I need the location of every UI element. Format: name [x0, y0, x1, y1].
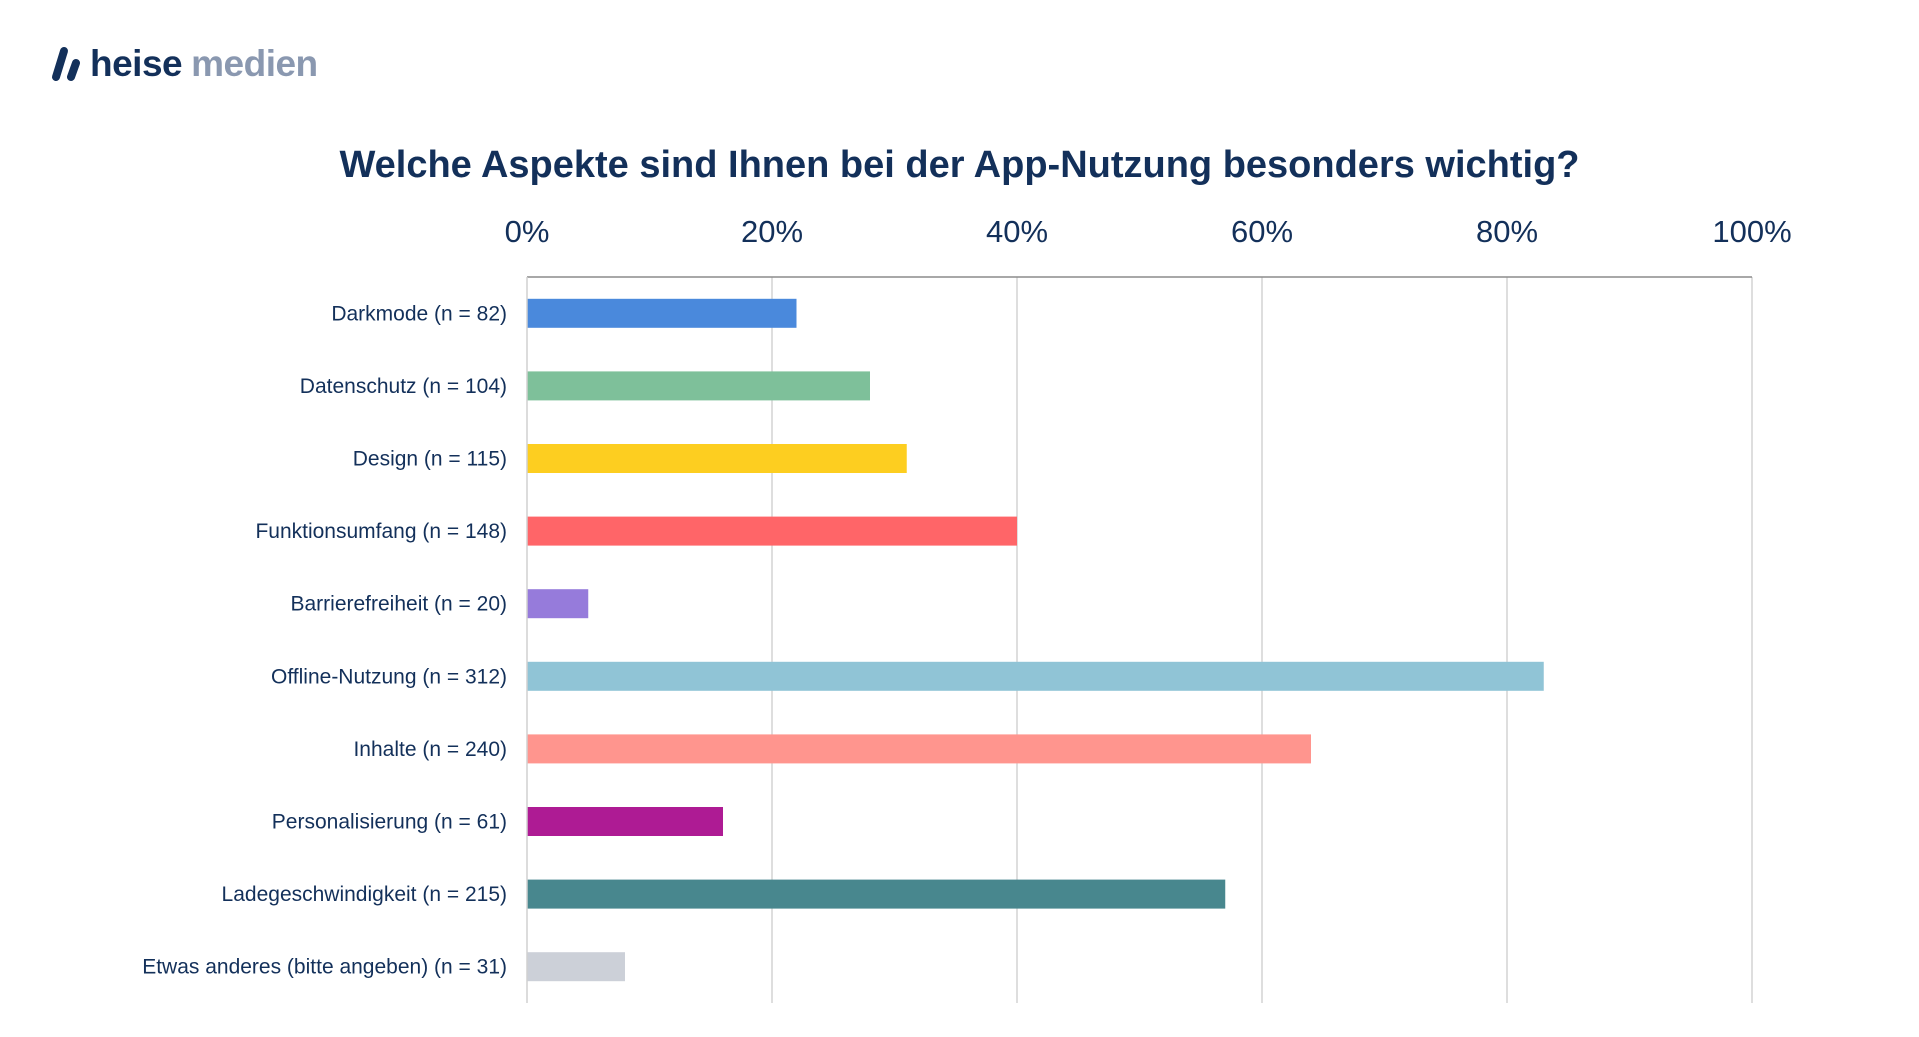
x-tick-label: 80%: [1476, 214, 1538, 249]
x-tick-label: 20%: [741, 214, 803, 249]
category-label: Barrierefreiheit (n = 20): [290, 593, 507, 616]
bar: [527, 879, 1226, 909]
bar: [527, 444, 907, 473]
bar: [527, 298, 797, 328]
heise-medien-logo: heise medien: [50, 43, 318, 84]
category-label: Etwas anderes (bitte angeben) (n = 31): [142, 956, 507, 979]
logo-text-medien: medien: [191, 43, 318, 84]
bar: [527, 952, 625, 982]
heise-slash-icon: [52, 47, 80, 81]
x-tick-label: 60%: [1231, 214, 1293, 249]
x-tick-label: 100%: [1712, 214, 1791, 249]
bar: [527, 807, 723, 836]
category-label: Design (n = 115): [353, 448, 507, 471]
category-label: Funktionsumfang (n = 148): [255, 520, 507, 543]
category-labels: Darkmode (n = 82) Datenschutz (n = 104) De…: [142, 302, 507, 978]
bar: [527, 589, 589, 619]
bar: [527, 516, 1017, 546]
category-label: Darkmode (n = 82): [331, 302, 507, 325]
category-label: Personalisierung (n = 61): [272, 811, 507, 834]
category-label: Inhalte (n = 240): [353, 738, 507, 761]
x-tick-label: 40%: [986, 214, 1048, 249]
category-label: Ladegeschwindigkeit (n = 215): [222, 883, 507, 906]
category-label: Datenschutz (n = 104): [300, 375, 507, 398]
logo-text-heise: heise: [90, 43, 183, 84]
x-tick-label: 0%: [505, 214, 550, 249]
category-label: Offline-Nutzung (n = 312): [271, 665, 507, 688]
bar: [527, 371, 870, 401]
bars: [527, 298, 1544, 982]
chart-title: Welche Aspekte sind Ihnen bei der App-Nu…: [339, 144, 1580, 186]
bar: [527, 734, 1311, 764]
x-axis-ticks: 0% 20% 40% 60% 80% 100%: [505, 214, 1792, 249]
bar: [527, 661, 1544, 691]
